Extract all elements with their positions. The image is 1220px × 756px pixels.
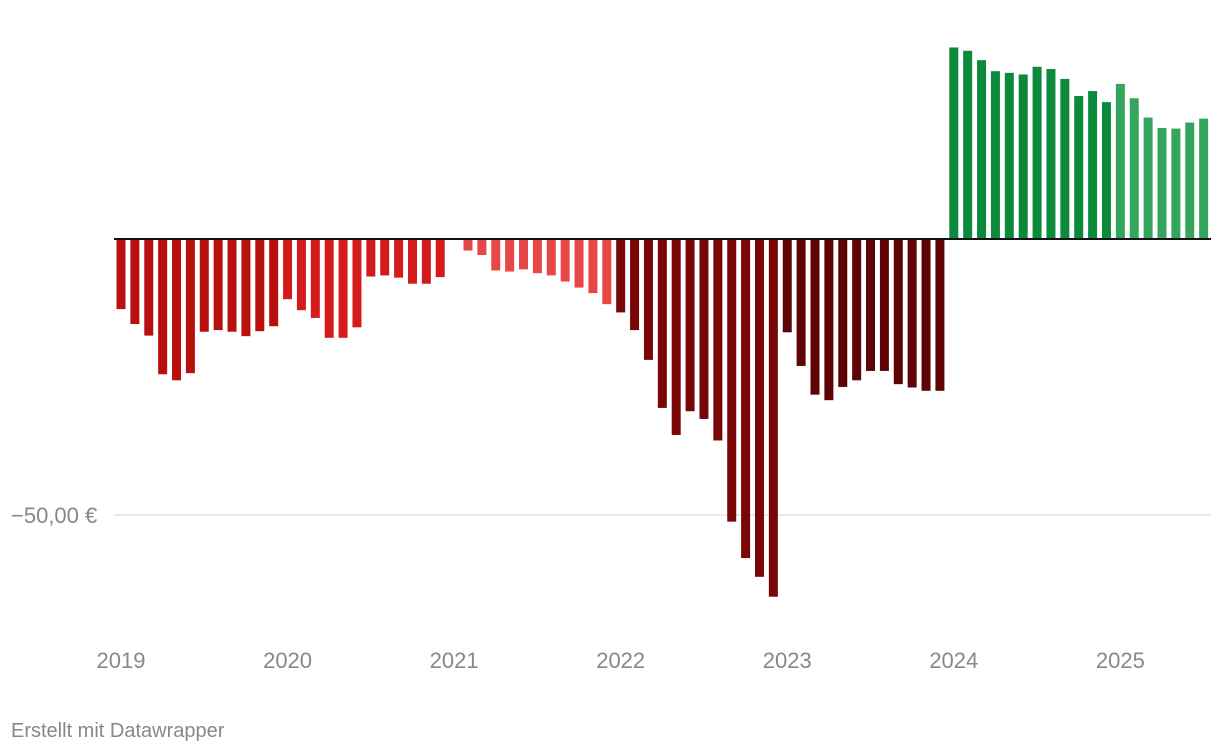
bar xyxy=(532,239,542,274)
bar xyxy=(616,239,626,313)
bars-layer xyxy=(116,47,1209,597)
bar xyxy=(685,239,695,412)
bar xyxy=(421,239,431,284)
bar xyxy=(1032,66,1042,239)
bar xyxy=(879,239,889,371)
bar xyxy=(643,239,653,360)
bar xyxy=(741,239,751,559)
bar xyxy=(366,239,376,277)
bar xyxy=(1060,78,1070,239)
bar xyxy=(1088,91,1098,239)
bar xyxy=(185,239,195,374)
bar xyxy=(671,239,681,435)
bar xyxy=(588,239,598,294)
bar xyxy=(852,239,862,381)
bar xyxy=(380,239,390,276)
labels-layer: −50,00 € 2019 2020 2021 2022 2023 2024 2025 xyxy=(11,503,1145,673)
bar xyxy=(116,239,126,310)
bar xyxy=(310,239,320,318)
bar xyxy=(768,239,778,597)
bar xyxy=(713,239,723,441)
bar xyxy=(283,239,293,300)
bar xyxy=(754,239,764,577)
bar xyxy=(158,239,168,375)
bar xyxy=(213,239,223,331)
bar xyxy=(630,239,640,331)
x-tick-label: 2021 xyxy=(430,648,479,673)
bar xyxy=(1046,68,1056,239)
bar xyxy=(893,239,903,385)
bar xyxy=(935,239,945,391)
bar xyxy=(1018,74,1028,239)
bar xyxy=(130,239,140,325)
bar xyxy=(699,239,709,419)
x-tick-label: 2019 xyxy=(97,648,146,673)
footer-credit: Erstellt mit Datawrapper xyxy=(11,720,225,742)
bar xyxy=(477,239,487,256)
bar xyxy=(255,239,265,332)
x-tick-label: 2024 xyxy=(929,648,978,673)
bar xyxy=(574,239,584,288)
bar xyxy=(505,239,515,272)
bar xyxy=(296,239,306,311)
x-tick-label: 2025 xyxy=(1096,648,1145,673)
bar xyxy=(838,239,848,387)
bar xyxy=(824,239,834,401)
x-tick-label: 2023 xyxy=(763,648,812,673)
bar xyxy=(324,239,334,338)
bar xyxy=(990,71,1000,239)
bar xyxy=(657,239,667,408)
bar xyxy=(1171,128,1181,239)
bar xyxy=(172,239,182,381)
bar xyxy=(1115,83,1125,239)
bar xyxy=(407,239,417,284)
bar xyxy=(921,239,931,391)
bar xyxy=(949,47,959,240)
x-tick-label: 2022 xyxy=(596,648,645,673)
bar xyxy=(435,239,445,278)
bar xyxy=(227,239,237,332)
bar xyxy=(963,50,973,239)
x-tick-label: 2020 xyxy=(263,648,312,673)
bar xyxy=(866,239,876,371)
bar xyxy=(519,239,529,270)
bar xyxy=(727,239,737,522)
bar xyxy=(977,60,987,240)
bar xyxy=(463,239,473,251)
bar xyxy=(546,239,556,276)
bar xyxy=(602,239,612,305)
bar xyxy=(1074,96,1084,239)
bar xyxy=(810,239,820,395)
bar xyxy=(199,239,209,332)
bar-chart: −50,00 € 2019 2020 2021 2022 2023 2024 2025 xyxy=(11,47,1211,673)
bar xyxy=(1004,72,1014,239)
bar xyxy=(491,239,501,271)
bar xyxy=(1185,122,1195,239)
bar xyxy=(394,239,404,278)
bar xyxy=(782,239,792,333)
bar xyxy=(338,239,348,338)
bar xyxy=(241,239,251,337)
bar xyxy=(1129,98,1139,240)
y-tick-label: −50,00 € xyxy=(11,503,97,528)
bar xyxy=(796,239,806,366)
bar xyxy=(269,239,279,327)
bar xyxy=(1101,102,1111,239)
bar xyxy=(1157,128,1167,239)
bar xyxy=(560,239,570,282)
bar xyxy=(1143,117,1153,239)
bar xyxy=(352,239,362,328)
bar xyxy=(1199,118,1209,239)
bar xyxy=(907,239,917,388)
bar xyxy=(144,239,154,336)
